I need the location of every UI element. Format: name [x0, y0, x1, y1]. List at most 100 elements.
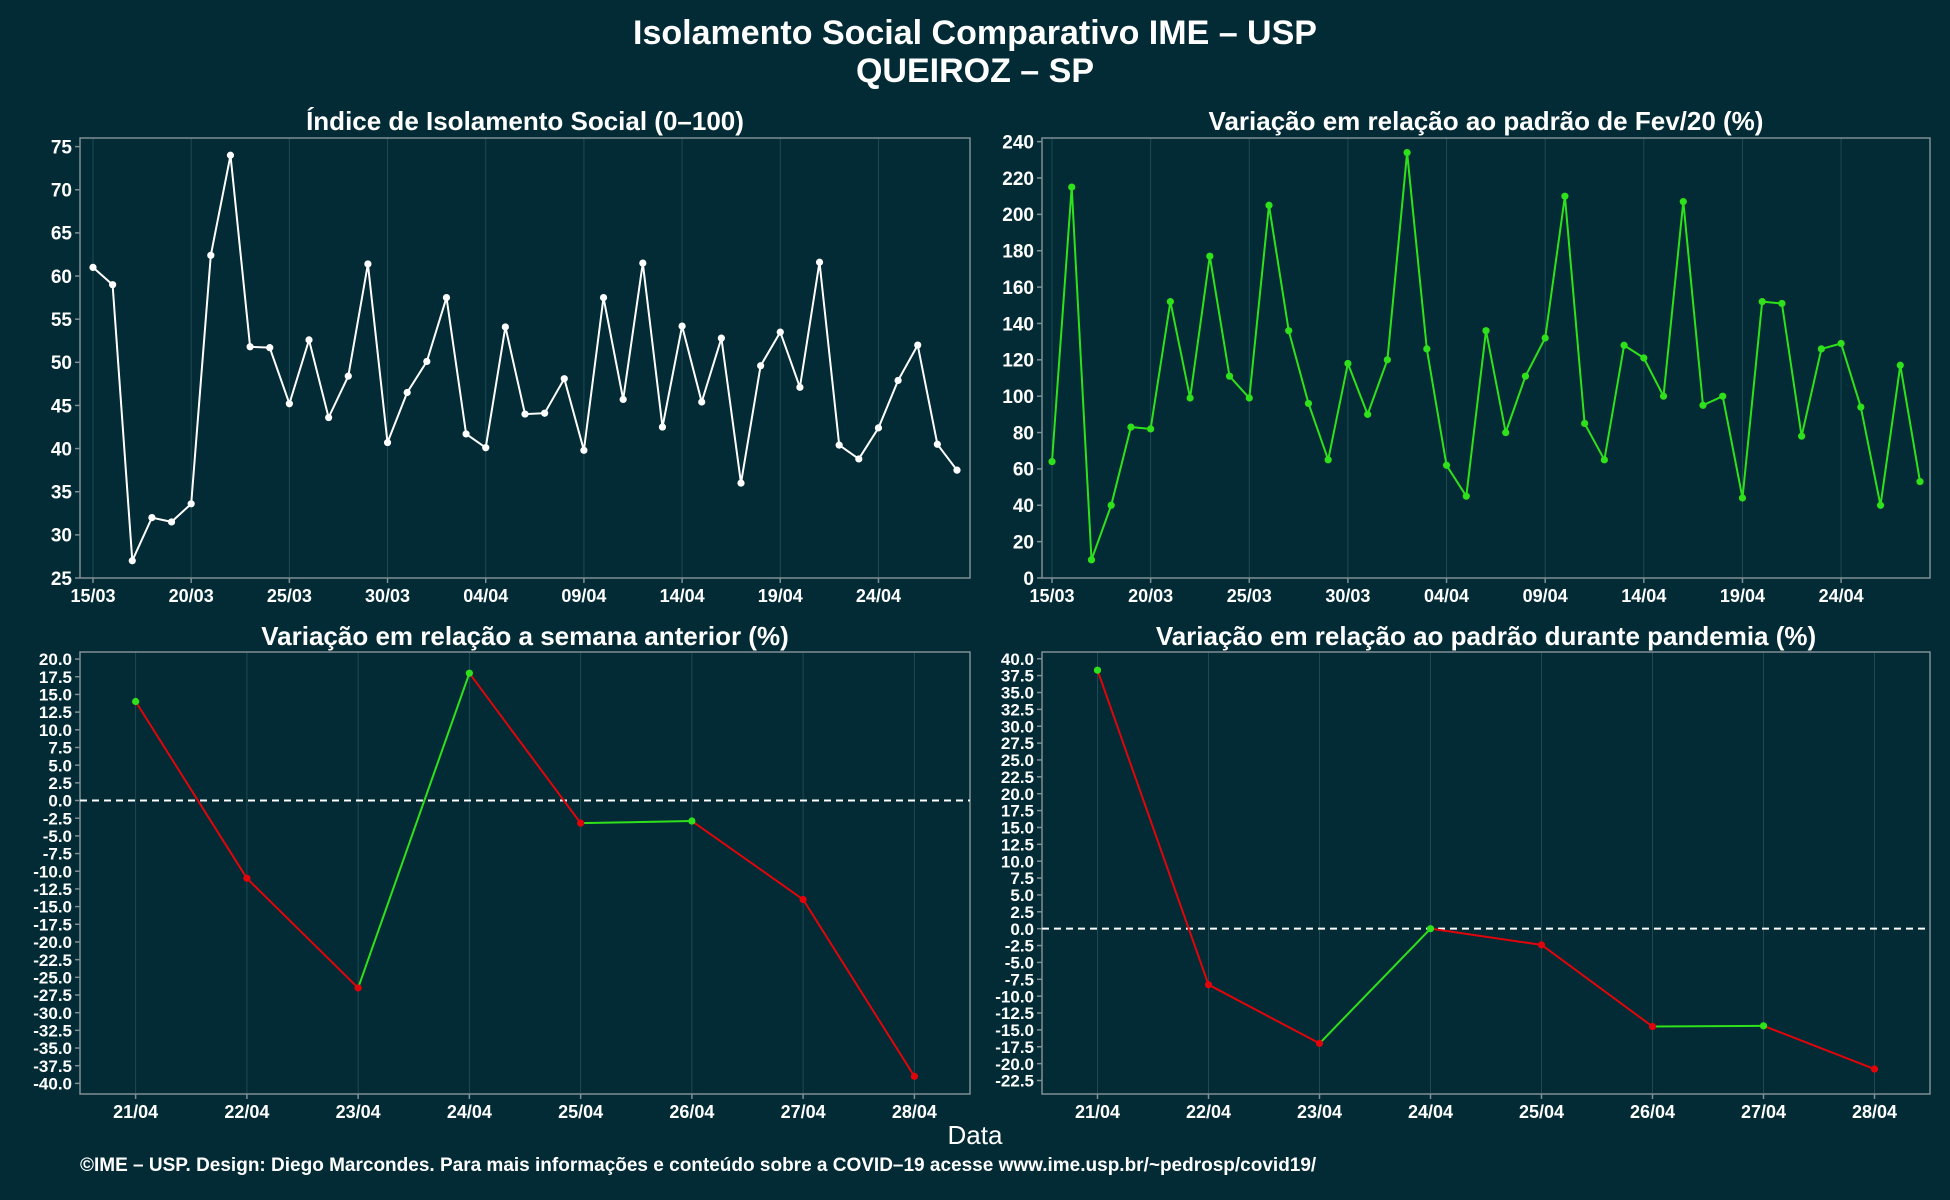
data-point [1344, 359, 1352, 368]
y-tick-label: 0.0 [1010, 920, 1034, 939]
y-tick-label: -40.0 [33, 1075, 72, 1094]
data-point [501, 323, 509, 331]
y-tick-label: 20.0 [1001, 785, 1034, 804]
data-point [1857, 403, 1865, 411]
data-point [1265, 201, 1273, 209]
series-segment [1430, 927, 1542, 946]
data-point [835, 441, 843, 449]
y-tick-label: 22.5 [1001, 768, 1034, 787]
data-point [1759, 1022, 1768, 1030]
data-point [1537, 941, 1546, 949]
data-point [305, 336, 313, 344]
data-point [580, 446, 588, 454]
y-tick-label: -10.0 [33, 862, 72, 881]
x-tick-label: 24/04 [447, 1102, 492, 1122]
x-tick-label: 26/04 [1630, 1102, 1675, 1122]
data-point [799, 895, 807, 904]
data-point [167, 518, 176, 526]
data-point [89, 263, 97, 272]
data-point [148, 514, 156, 522]
data-point [266, 344, 274, 352]
y-tick-label: 40.0 [1001, 650, 1034, 669]
y-tick-label: 25 [51, 569, 73, 590]
x-tick-label: 24/04 [1408, 1102, 1453, 1122]
y-tick-label: -5.0 [1005, 954, 1034, 973]
series-segment [580, 820, 692, 825]
series-segment [357, 672, 471, 989]
x-tick-label: 19/04 [1720, 586, 1765, 606]
data-point [1817, 345, 1825, 353]
data-point [1093, 666, 1102, 674]
y-tick-label: 40 [1013, 496, 1034, 517]
y-tick-label: 17.5 [1001, 802, 1034, 821]
data-point [1285, 327, 1293, 335]
y-tick-label: -37.5 [33, 1057, 72, 1076]
y-tick-label: 180 [1002, 242, 1034, 263]
data-point [482, 444, 490, 452]
data-point [1206, 252, 1214, 260]
panel-4-frame [1041, 651, 1931, 1095]
data-point [132, 697, 140, 706]
y-tick-label: -20.0 [995, 1055, 1034, 1074]
y-tick-label: -22.5 [33, 951, 72, 970]
data-point [1648, 1022, 1657, 1031]
y-tick-label: 45 [51, 396, 73, 417]
x-tick-label: 25/03 [1227, 586, 1272, 606]
y-tick-label: 50 [51, 353, 72, 374]
data-point [285, 400, 293, 408]
x-tick-label: 27/04 [1741, 1102, 1786, 1122]
data-point [1659, 392, 1668, 400]
x-tick-label: 26/04 [669, 1102, 714, 1122]
y-tick-label: 55 [51, 310, 73, 331]
data-point [953, 466, 961, 474]
x-tick-label: 23/04 [1297, 1102, 1342, 1122]
data-point [1482, 327, 1490, 335]
data-point [1719, 392, 1727, 400]
x-tick-label: 20/03 [169, 586, 214, 606]
data-point [1738, 494, 1747, 502]
y-tick-label: -35.0 [33, 1039, 72, 1058]
data-point [1324, 456, 1332, 464]
y-tick-label: 75 [51, 137, 73, 158]
y-tick-label: 70 [51, 181, 72, 202]
series-segment [1208, 983, 1320, 1045]
y-tick-label: -15.0 [995, 1021, 1034, 1040]
panel-1-frame [79, 137, 971, 579]
data-point [1870, 1065, 1879, 1073]
y-tick-label: 5.0 [48, 756, 72, 775]
y-tick-label: 35 [51, 483, 73, 504]
data-point [1640, 354, 1648, 362]
data-point [128, 557, 136, 565]
x-tick-label: 24/04 [1819, 586, 1864, 606]
data-point [325, 413, 333, 422]
x-tick-label: 23/04 [336, 1102, 381, 1122]
data-point [688, 817, 696, 825]
y-tick-label: -12.5 [995, 1004, 1034, 1023]
y-tick-label: -22.5 [995, 1072, 1034, 1091]
y-tick-label: 17.5 [39, 668, 72, 687]
y-tick-label: -27.5 [33, 986, 72, 1005]
y-tick-label: 140 [1002, 314, 1034, 335]
y-tick-label: 60 [51, 267, 72, 288]
data-point [246, 343, 254, 351]
y-tick-label: 35.0 [1001, 684, 1034, 703]
panel-3-frame [79, 651, 971, 1095]
data-point [383, 438, 392, 447]
y-tick-label: 7.5 [1010, 869, 1034, 888]
data-point [1699, 401, 1707, 409]
y-tick-label: 2.5 [1010, 903, 1034, 922]
data-point [658, 423, 667, 431]
series-segment [468, 672, 582, 824]
x-tick-label: 22/04 [224, 1102, 269, 1122]
y-tick-label: 220 [1002, 169, 1034, 190]
data-point [1837, 339, 1845, 348]
x-tick-label: 25/04 [558, 1102, 603, 1122]
y-tick-label: -32.5 [33, 1021, 72, 1040]
y-tick-label: 2.5 [48, 774, 72, 793]
x-tick-label: 27/04 [781, 1102, 826, 1122]
series-line [92, 155, 958, 562]
data-point [187, 500, 195, 508]
y-tick-label: 25.0 [1001, 751, 1034, 770]
data-point [776, 328, 784, 336]
x-tick-label: 14/04 [660, 586, 705, 606]
